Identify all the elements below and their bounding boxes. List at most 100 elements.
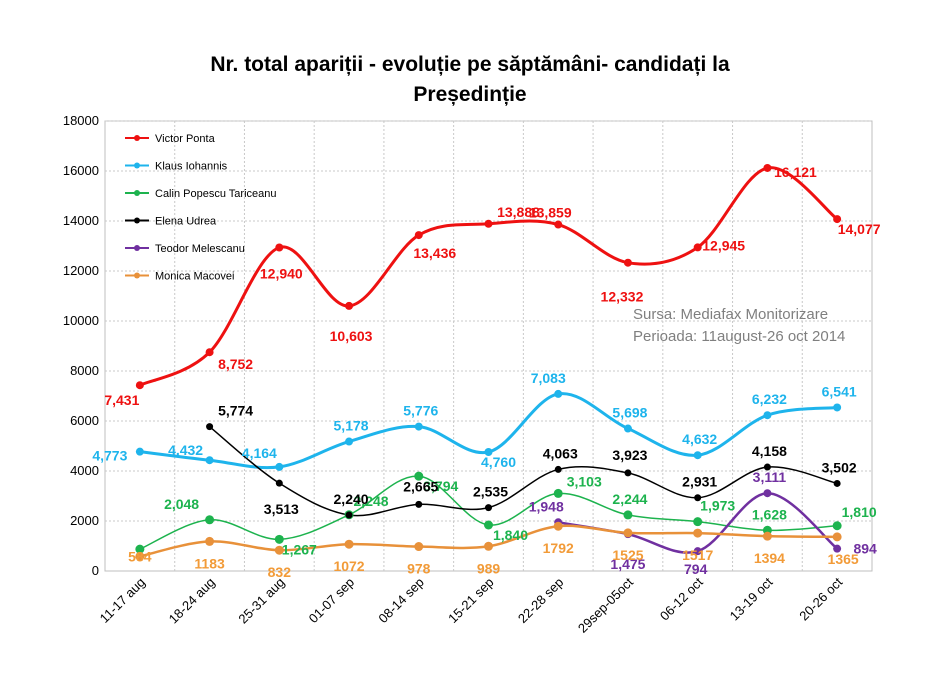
point-klaus-iohannis <box>414 422 423 431</box>
chart-title-line-2: Președinție <box>413 83 527 106</box>
point-victor-ponta <box>693 243 702 252</box>
x-tick-label: 29sep-05oct <box>575 574 636 635</box>
data-label-elena-udrea: 2,240 <box>334 491 369 507</box>
x-tick-label: 11-17 aug <box>97 575 148 626</box>
data-label-victor-ponta: 13,888 <box>497 204 540 220</box>
point-klaus-iohannis <box>623 424 632 433</box>
x-tick-label: 01-07 sep <box>306 575 357 626</box>
point-calin-popescu-tariceanu <box>623 510 633 520</box>
legend-marker-victor-ponta <box>134 135 140 141</box>
chart-title-line-1: Nr. total apariții - evoluție pe săptămâ… <box>210 53 730 76</box>
point-teodor-melescanu <box>693 547 702 556</box>
x-tick-label: 25-31 aug <box>235 575 287 627</box>
data-label-elena-udrea: 3,513 <box>264 501 299 517</box>
point-klaus-iohannis <box>554 389 563 398</box>
data-label-victor-ponta: 12,940 <box>260 266 303 282</box>
data-label-klaus-iohannis: 5,776 <box>403 403 438 419</box>
point-monica-macovei <box>762 531 772 541</box>
point-victor-ponta <box>414 231 423 240</box>
data-label-klaus-iohannis: 5,178 <box>334 418 369 434</box>
data-label-klaus-iohannis: 4,164 <box>242 445 277 461</box>
data-label-teodor-melescanu: 1,948 <box>529 498 564 514</box>
data-label-calin-popescu-tariceanu: 1,267 <box>282 541 317 557</box>
point-elena-udrea <box>485 504 492 512</box>
data-label-victor-ponta: 13,436 <box>413 245 456 261</box>
data-label-teodor-melescanu: 3,111 <box>753 469 787 485</box>
data-label-calin-popescu-tariceanu: 1,628 <box>752 506 787 522</box>
y-tick-label: 8000 <box>70 363 99 378</box>
x-tick-label: 13-19 oct <box>727 574 776 623</box>
y-tick-label: 12000 <box>63 263 99 278</box>
x-tick-label: 08-14 sep <box>375 575 426 626</box>
data-label-teodor-melescanu: 1,475 <box>610 556 645 572</box>
source-note: Sursa: Mediafax Monitorizare Perioada: 1… <box>633 304 845 348</box>
data-label-victor-ponta: 12,945 <box>702 237 745 253</box>
point-klaus-iohannis <box>763 411 772 420</box>
data-label-elena-udrea: 4,158 <box>752 443 787 459</box>
data-label-monica-macovei: 1525 <box>612 547 643 563</box>
y-tick-label: 14000 <box>63 213 99 228</box>
point-monica-macovei <box>344 539 354 549</box>
point-klaus-iohannis <box>484 448 493 456</box>
data-label-calin-popescu-tariceanu: 1,810 <box>842 504 877 520</box>
y-tick-label: 6000 <box>70 413 99 428</box>
point-calin-popescu-tariceanu <box>205 515 215 525</box>
point-victor-ponta <box>623 258 632 267</box>
point-calin-popescu-tariceanu <box>274 534 284 544</box>
point-klaus-iohannis <box>693 451 702 460</box>
data-label-monica-macovei: 1517 <box>682 547 713 563</box>
point-elena-udrea <box>694 494 702 502</box>
point-victor-ponta <box>554 220 563 229</box>
data-label-teodor-melescanu: 894 <box>853 541 877 557</box>
point-elena-udrea <box>415 500 423 508</box>
point-victor-ponta <box>275 243 284 252</box>
point-klaus-iohannis <box>833 403 842 412</box>
point-klaus-iohannis <box>205 456 214 465</box>
data-label-victor-ponta: 16,121 <box>774 164 817 180</box>
chart-title: Nr. total apariții - evoluție pe săptămâ… <box>130 50 810 110</box>
data-label-klaus-iohannis: 4,773 <box>92 448 127 464</box>
point-victor-ponta <box>135 381 144 390</box>
data-label-elena-udrea: 2,535 <box>473 484 508 500</box>
point-monica-macovei <box>553 521 563 531</box>
point-monica-macovei <box>205 536 215 546</box>
point-monica-macovei <box>484 541 493 551</box>
point-elena-udrea <box>833 479 841 487</box>
point-teodor-melescanu <box>763 489 772 498</box>
point-monica-macovei <box>832 532 842 542</box>
point-victor-ponta <box>763 163 772 172</box>
data-label-monica-macovei: 1072 <box>333 558 364 574</box>
data-label-calin-popescu-tariceanu: 3,103 <box>567 473 602 489</box>
source-line-1: Sursa: Mediafax Monitorizare <box>633 306 829 323</box>
point-monica-macovei <box>135 551 145 561</box>
legend-label-calin-popescu-tariceanu: Calin Popescu Tariceanu <box>155 188 276 200</box>
y-tick-label: 2000 <box>70 513 99 528</box>
point-monica-macovei <box>693 528 703 538</box>
data-label-calin-popescu-tariceanu: 2,048 <box>164 496 199 512</box>
x-tick-label: 18-24 aug <box>166 575 218 627</box>
data-label-victor-ponta: 8,752 <box>218 356 253 372</box>
data-label-elena-udrea: 5,774 <box>218 403 253 419</box>
point-calin-popescu-tariceanu <box>414 471 424 481</box>
y-tick-label: 0 <box>92 563 99 578</box>
point-victor-ponta <box>484 219 493 228</box>
data-label-monica-macovei: 832 <box>268 564 292 580</box>
data-label-calin-popescu-tariceanu: 3,794 <box>423 478 458 494</box>
y-tick-label: 16000 <box>63 163 99 178</box>
x-tick-label: 22-28 sep <box>515 575 566 626</box>
data-label-monica-macovei: 978 <box>407 561 431 577</box>
data-label-klaus-iohannis: 4,760 <box>481 454 516 470</box>
data-label-monica-macovei: 1394 <box>754 550 785 566</box>
data-label-monica-macovei: 1183 <box>194 555 225 571</box>
source-line-2: Perioada: 11august-26 oct 2014 <box>633 328 846 345</box>
data-label-klaus-iohannis: 6,232 <box>752 391 787 407</box>
point-monica-macovei <box>274 545 284 555</box>
data-label-victor-ponta: 12,332 <box>601 289 644 305</box>
point-calin-popescu-tariceanu <box>484 520 493 530</box>
point-monica-macovei <box>414 542 424 552</box>
legend-marker-monica-macovei <box>134 272 140 279</box>
legend-marker-calin-popescu-tariceanu <box>134 190 140 196</box>
point-klaus-iohannis <box>135 447 144 456</box>
legend-marker-teodor-melescanu <box>134 245 140 251</box>
legend-label-teodor-melescanu: Teodor Melescanu <box>155 243 245 255</box>
